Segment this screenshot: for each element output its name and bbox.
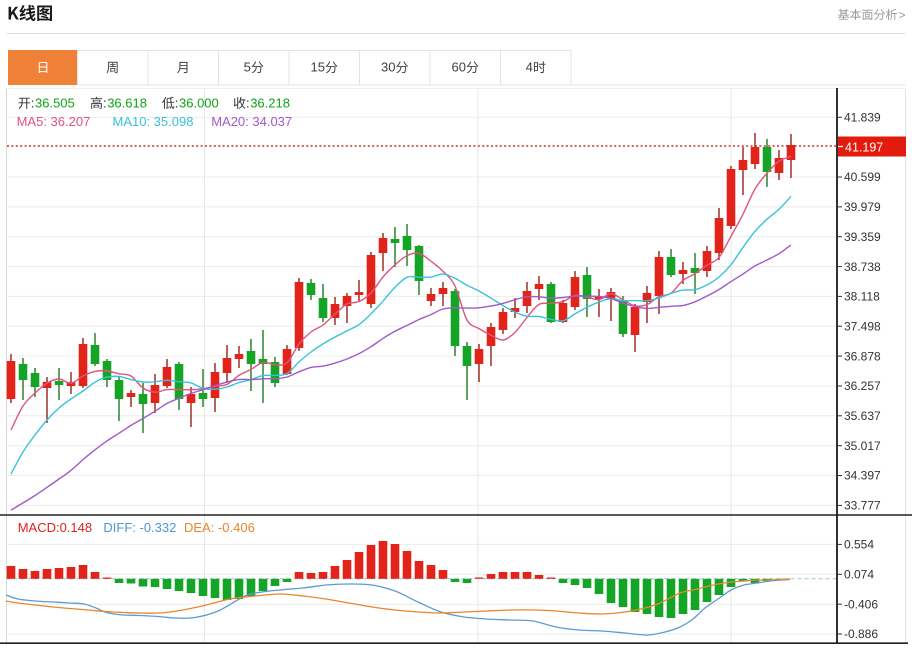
svg-text:33.777: 33.777: [844, 499, 881, 513]
svg-text:36.505: 36.505: [35, 95, 75, 110]
svg-text:36.878: 36.878: [844, 349, 881, 363]
svg-text::: :: [103, 95, 107, 110]
svg-text:38.118: 38.118: [844, 290, 880, 304]
svg-text:36.000: 36.000: [179, 95, 219, 110]
svg-text:DIFF: -0.332: DIFF: -0.332: [103, 520, 176, 535]
svg-text::: :: [246, 95, 250, 110]
svg-text:39.359: 39.359: [844, 230, 881, 244]
svg-text:40.599: 40.599: [844, 170, 881, 184]
svg-text:0.554: 0.554: [844, 538, 874, 552]
svg-text:41.839: 41.839: [844, 111, 881, 125]
svg-text:34.397: 34.397: [844, 469, 881, 483]
svg-text:>: >: [899, 8, 906, 22]
svg-text:36.218: 36.218: [250, 95, 290, 110]
svg-text:35.637: 35.637: [844, 409, 881, 423]
svg-text:MACD:0.148: MACD:0.148: [18, 520, 92, 535]
svg-text:-0.886: -0.886: [844, 627, 878, 641]
svg-text:4: 4: [526, 60, 533, 75]
svg-text::: :: [175, 95, 179, 110]
svg-text:60: 60: [452, 60, 466, 75]
svg-text::: :: [31, 95, 35, 110]
svg-text:37.498: 37.498: [844, 319, 881, 333]
svg-text:36.257: 36.257: [844, 379, 881, 393]
svg-text:39.979: 39.979: [844, 200, 881, 214]
svg-text:DEA: -0.406: DEA: -0.406: [184, 520, 255, 535]
svg-text:5: 5: [244, 60, 251, 75]
svg-text:MA10: 35.098: MA10: 35.098: [113, 114, 194, 129]
svg-text:30: 30: [381, 60, 395, 75]
svg-text:15: 15: [311, 60, 325, 75]
svg-text:36.618: 36.618: [107, 95, 147, 110]
svg-text:MA20: 34.037: MA20: 34.037: [211, 114, 292, 129]
svg-text:38.738: 38.738: [844, 260, 881, 274]
svg-text:MA5: 36.207: MA5: 36.207: [17, 114, 91, 129]
svg-text:0.074: 0.074: [844, 568, 874, 582]
svg-text:41.197: 41.197: [845, 140, 883, 154]
svg-text:35.017: 35.017: [844, 439, 881, 453]
svg-text:-0.406: -0.406: [844, 597, 878, 611]
